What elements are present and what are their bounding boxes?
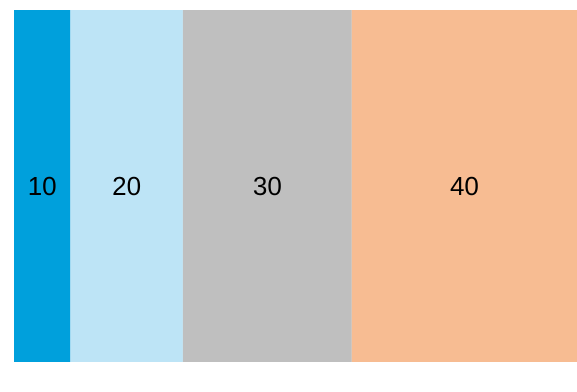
data-label-10: 10 (28, 171, 57, 201)
bar-segment-40 (351, 10, 577, 362)
data-label-30: 30 (253, 171, 282, 201)
data-label-20: 20 (112, 171, 141, 201)
bar-segment-30 (182, 10, 352, 362)
data-label-40: 40 (450, 171, 479, 201)
bar-segment-20 (70, 10, 183, 362)
plot-area: 10 20 30 40 (14, 10, 577, 362)
bar-segment-10 (14, 10, 71, 362)
